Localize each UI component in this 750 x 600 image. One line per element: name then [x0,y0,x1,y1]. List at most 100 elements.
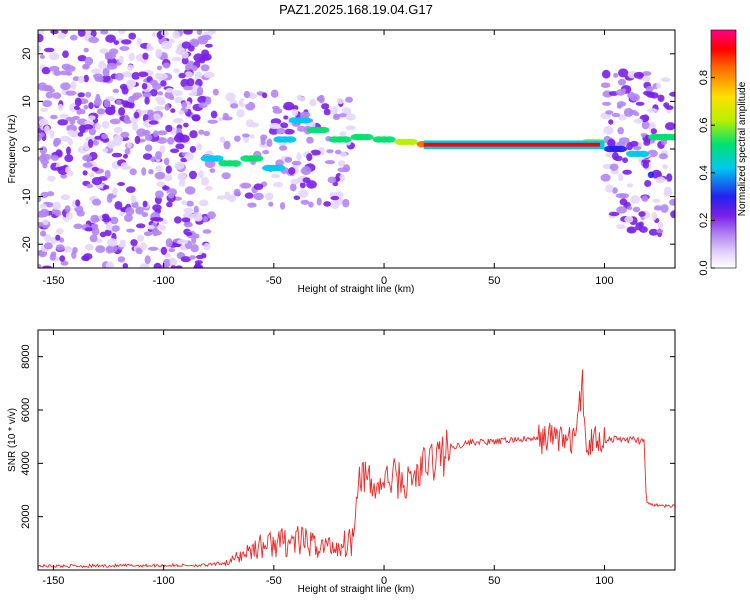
spectrogram-cell [243,90,251,99]
spectrogram-cell [600,173,611,182]
spectrogram-cell [207,211,216,220]
spectrogram-cell [205,43,213,48]
spectrogram-cell [50,154,59,161]
spectrogram-cell [642,75,651,83]
spectrogram-cell [148,169,154,175]
spectrogram-cell [190,40,200,46]
spectrogram-cell [166,201,173,208]
spectrogram-cell [39,203,47,210]
spectrogram-cell [616,206,627,214]
spectrogram-cell [670,210,675,219]
spectrogram-cell [663,186,672,195]
spectrogram-cell [38,30,45,35]
spectrogram-cell [104,229,112,237]
spectrogram-cell [111,225,120,232]
spectrogram-cell [49,52,60,61]
spectrogram-cell [184,71,193,78]
spectrogram-cell [197,86,204,95]
spectrogram-cell [262,150,270,155]
spectrogram-cell [179,173,186,178]
spectrogram-cell [643,90,653,96]
spectrogram-cell [93,73,103,80]
spectrogram-cell [43,242,53,250]
spectrogram-cell [193,205,199,215]
spectrogram-cell [111,152,123,158]
spectrogram-cell [69,102,78,112]
spectrogram-cell [60,260,69,266]
colorbar-tick-label: 0.6 [698,118,710,133]
spectrogram-cell [203,71,215,79]
spectrogram-cell [127,64,134,71]
spectrogram-cell [105,34,116,43]
spectrogram-cell [121,39,132,45]
spectrogram-cell [45,202,54,208]
spectrogram-cell [242,99,250,105]
spectrogram-cell [96,238,103,243]
spectrogram-cell [60,194,71,201]
spectrogram-cell [626,183,634,188]
spectrogram-cell [152,204,162,212]
spectrogram-cell [345,125,356,131]
spectrogram-cell [310,149,321,156]
spectrogram-cell [57,32,66,40]
spectrogram-cell [227,194,237,203]
spectrogram-cell [173,68,180,74]
spectrogram-cell [165,238,173,248]
spectrogram-x-ticks: -150 -100 -50 0 50 100 [42,30,614,287]
spectrogram-cell [306,153,313,162]
spectrogram-cell [157,130,168,136]
colorbar-tick-label: 0.8 [698,70,710,85]
spectrogram-cell [164,103,170,111]
spectrogram-cell [607,138,616,148]
spectrogram-cell [618,173,624,182]
spectrogram-cell [91,68,102,74]
spectrogram-cell [144,255,151,265]
spectrogram-cell [171,56,182,62]
y-tick-label: 2000 [20,504,32,528]
spectrogram-cell [66,146,71,155]
spectrogram-cell [309,98,317,107]
snr-y-label: SNR (10 * v/v) [7,408,18,472]
spectrogram-cell [618,68,629,78]
spectrogram-cell [91,227,100,236]
spectrogram-cell [141,211,149,218]
spectrogram-x-label: Height of straight line (km) [298,284,415,295]
spectrogram-cell [100,30,109,35]
spectrogram-cell [323,201,331,207]
spectrogram-cell [123,114,130,124]
spectrogram-cell [83,74,89,83]
spectrogram-cell [280,122,289,129]
spectrogram-cell [82,64,89,70]
spectrogram-cell [178,72,186,79]
spectrogram-cell [656,82,662,89]
spectrogram-cell [64,65,76,72]
spectrogram-cell [117,182,126,186]
spectrogram-cell [249,134,255,139]
spectrogram-cell [84,227,93,232]
spectrogram-cell [135,247,143,255]
spectrogram-cell [283,101,295,111]
spectrogram-cell [155,72,162,80]
spectrogram-cell [42,265,53,268]
spectrogram-cell [174,118,183,123]
spectrogram-cell [635,222,642,231]
spectrogram-cell [154,106,165,111]
spectrogram-cell [57,119,69,126]
spectrogram-cell [99,48,109,54]
spectrogram-cell [119,211,125,217]
spectrogram-cell [42,219,49,226]
spectrogram-cell [155,151,162,160]
spectrogram-cell [326,149,334,154]
spectrogram-cell [641,195,649,202]
spectrogram-cell [83,47,89,53]
spectrogram-cell [298,96,306,102]
spectrogram-cell [270,89,279,98]
spectrogram-cell [54,209,62,217]
spectrogram-cell [647,171,655,179]
spectrogram-cell [118,30,126,35]
spectrogram-cell [273,182,284,188]
spectrogram-cell [105,261,114,268]
spectrogram-cell [164,174,173,182]
spectrogram-cell [166,137,175,145]
spectrogram-cell [89,234,98,243]
